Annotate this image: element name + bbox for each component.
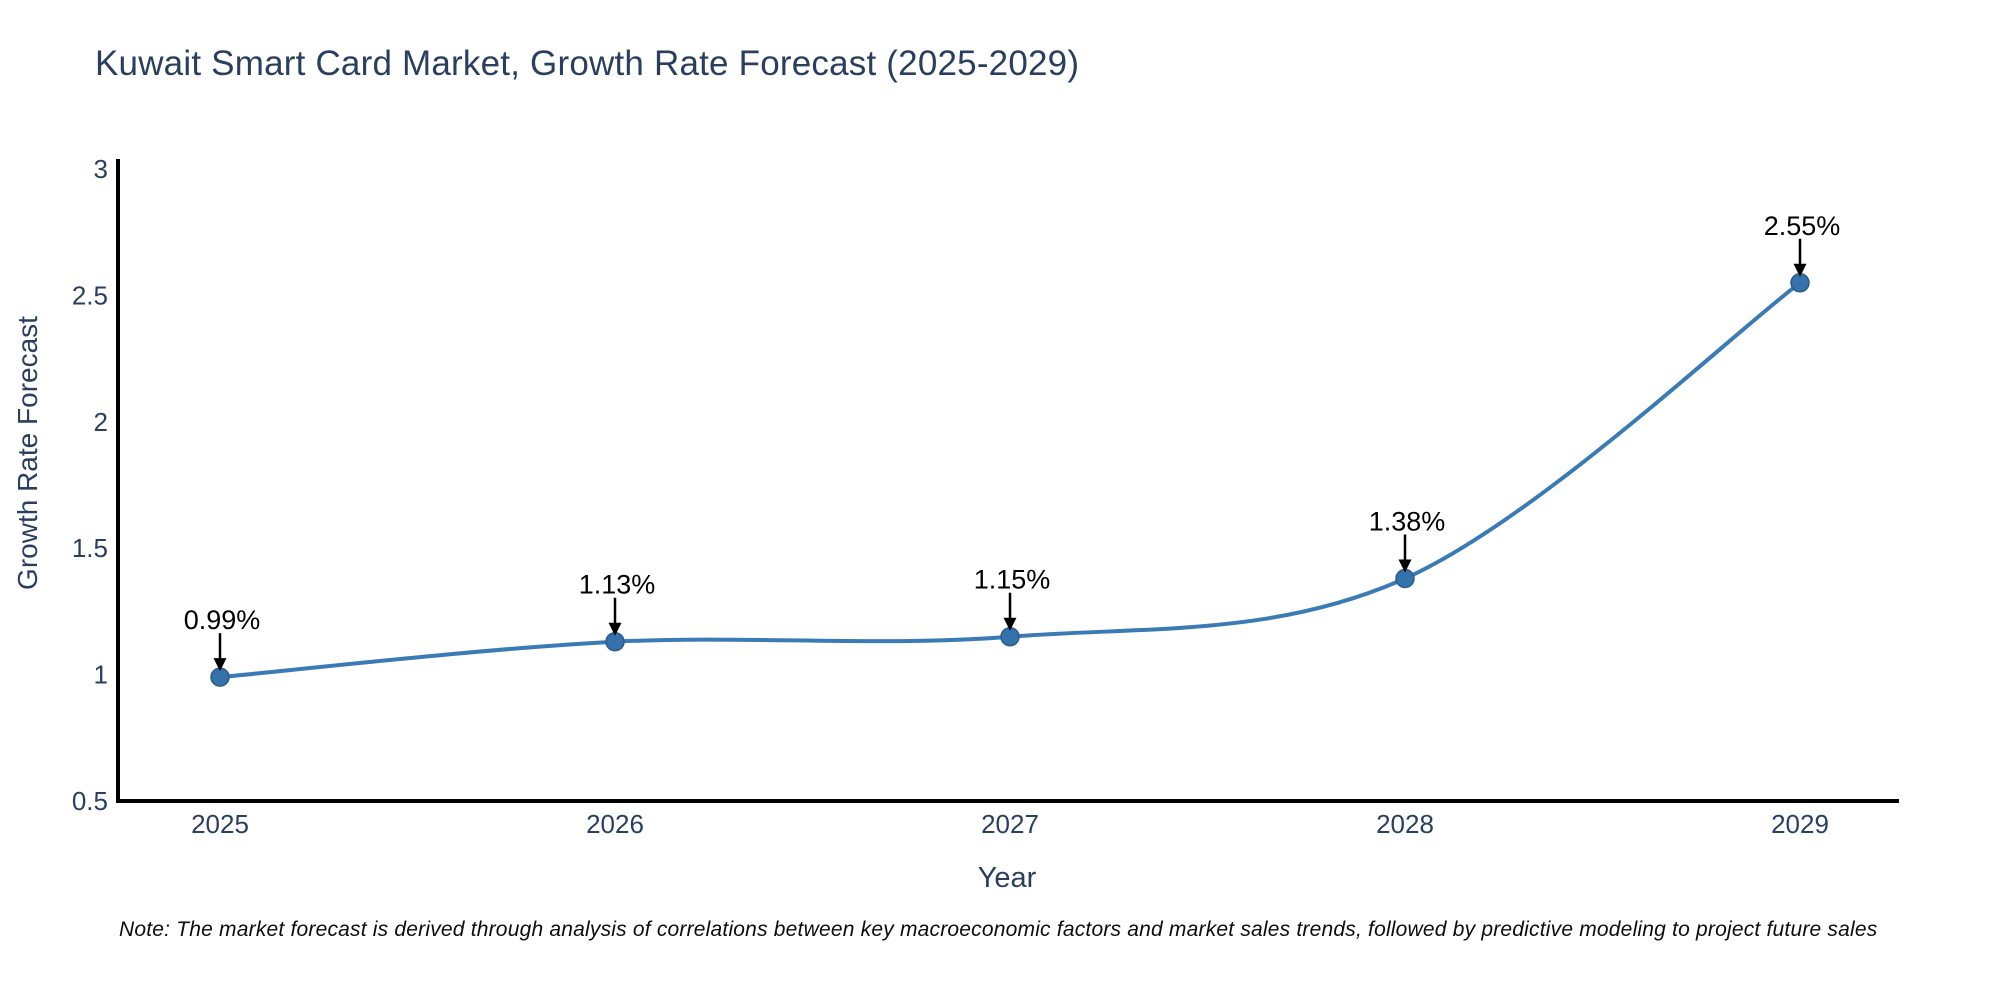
y-tick-label: 1 — [94, 660, 108, 690]
annotation-arrow-head — [608, 622, 622, 636]
x-axis-title: Year — [977, 862, 1037, 894]
y-tick-label: 0.5 — [72, 786, 108, 816]
x-tick-label: 2029 — [1771, 809, 1829, 839]
y-tick-label: 2 — [94, 407, 108, 437]
point-annotation-label: 2.55% — [1764, 211, 1841, 241]
y-tick-label: 1.5 — [72, 533, 108, 563]
x-tick-label: 2027 — [981, 809, 1039, 839]
y-tick-label: 2.5 — [72, 280, 108, 310]
point-annotation-label: 1.15% — [974, 565, 1051, 595]
footnote: Note: The market forecast is derived thr… — [119, 918, 1878, 941]
point-annotation-label: 1.13% — [579, 570, 656, 600]
series-line — [218, 280, 1802, 680]
x-tick-label: 2028 — [1376, 809, 1434, 839]
x-tick-label: 2026 — [586, 809, 644, 839]
y-tick-label: 3 — [94, 154, 108, 184]
annotation-arrow-head — [1398, 559, 1412, 573]
chart-title: Kuwait Smart Card Market, Growth Rate Fo… — [95, 44, 1080, 83]
annotation-arrow-head — [1793, 263, 1807, 277]
point-annotation-label: 0.99% — [184, 605, 261, 635]
annotation-arrow-head — [1003, 617, 1017, 631]
annotation-arrow-head — [213, 658, 227, 672]
x-tick-label: 2025 — [191, 809, 249, 839]
point-annotation-label: 1.38% — [1369, 507, 1446, 537]
